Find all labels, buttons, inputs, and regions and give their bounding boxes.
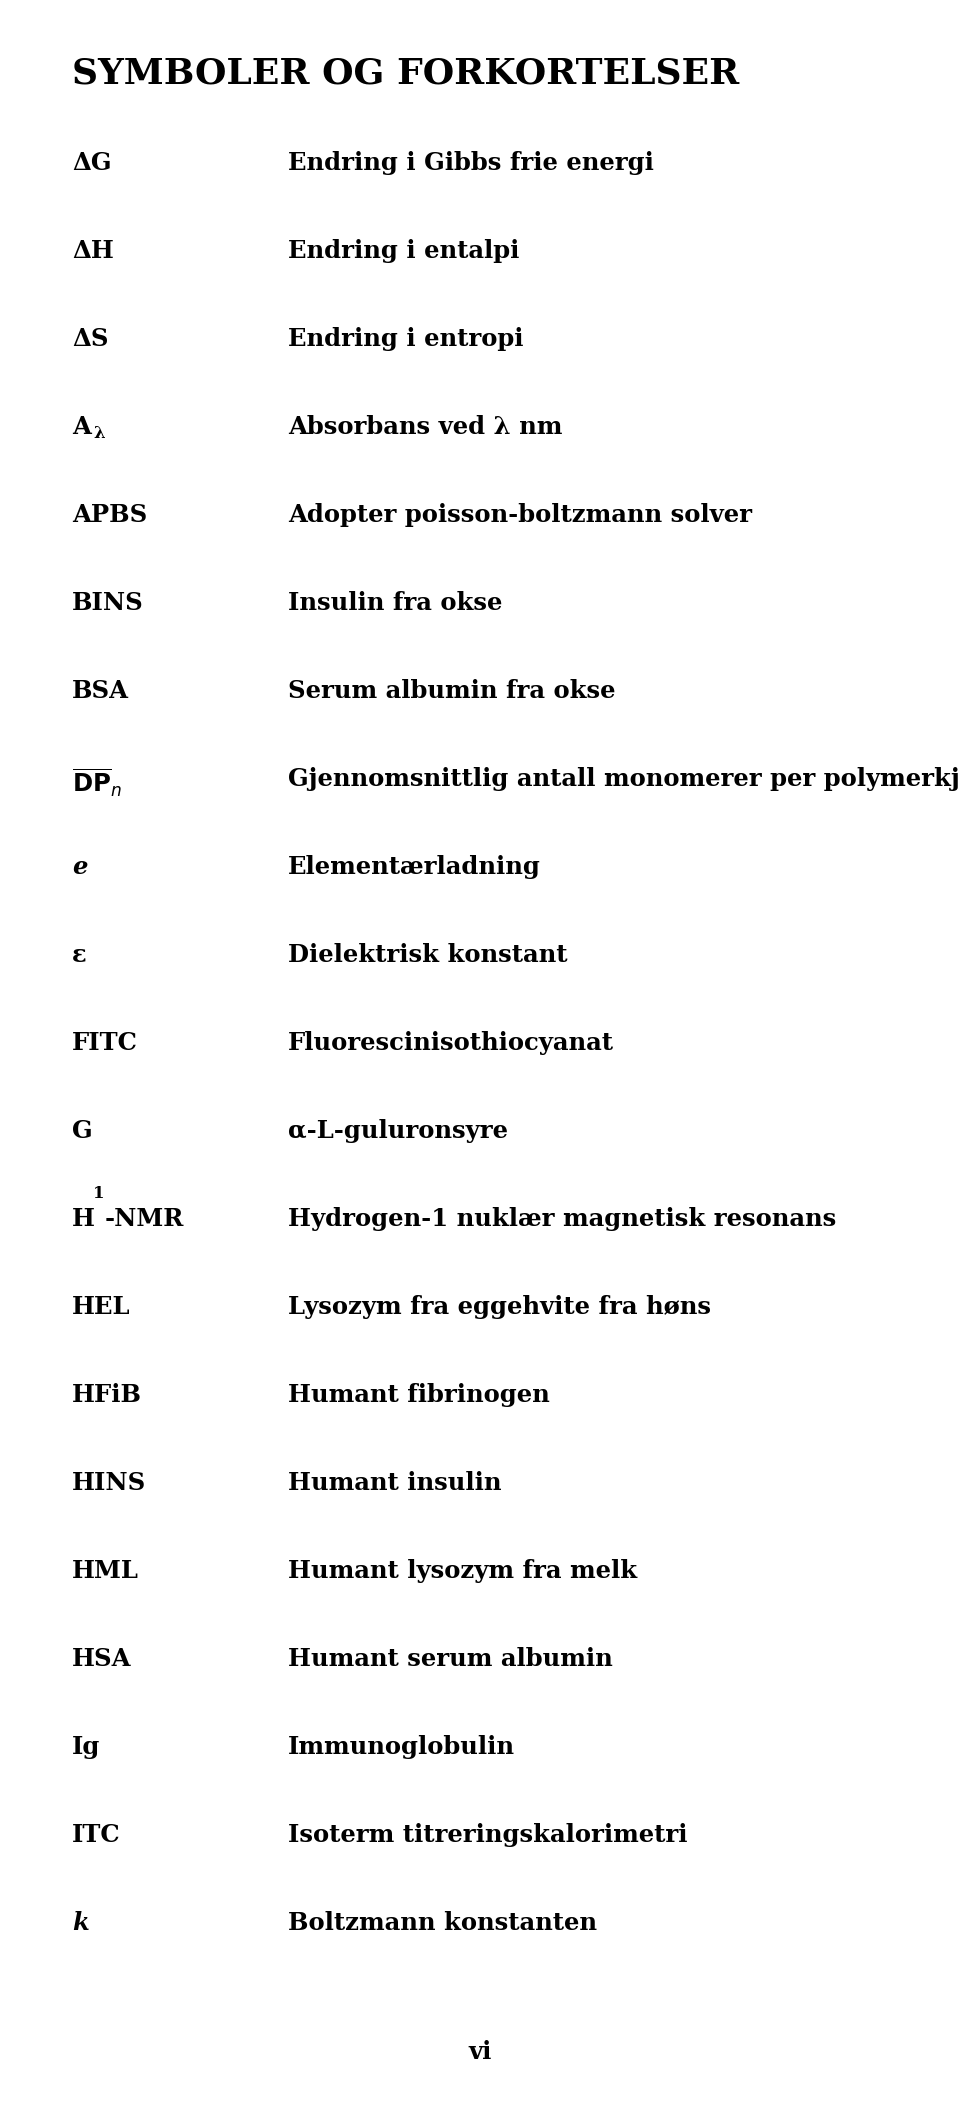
Text: Boltzmann konstanten: Boltzmann konstanten xyxy=(288,1910,597,1935)
Text: FITC: FITC xyxy=(72,1032,138,1055)
Text: BINS: BINS xyxy=(72,592,144,615)
Text: ε: ε xyxy=(72,943,86,967)
Text: $\mathbf{\overline{DP}_{\mathit{n}}}$: $\mathbf{\overline{DP}_{\mathit{n}}}$ xyxy=(72,767,122,798)
Text: ITC: ITC xyxy=(72,1824,121,1847)
Text: Humant fibrinogen: Humant fibrinogen xyxy=(288,1384,550,1407)
Text: k: k xyxy=(72,1910,88,1935)
Text: Endring i Gibbs frie energi: Endring i Gibbs frie energi xyxy=(288,152,654,175)
Text: ΔS: ΔS xyxy=(72,326,108,352)
Text: HML: HML xyxy=(72,1558,139,1584)
Text: HINS: HINS xyxy=(72,1470,146,1495)
Text: Dielektrisk konstant: Dielektrisk konstant xyxy=(288,943,567,967)
Text: Adopter poisson-boltzmann solver: Adopter poisson-boltzmann solver xyxy=(288,503,752,526)
Text: Fluorescinisothiocyanat: Fluorescinisothiocyanat xyxy=(288,1032,614,1055)
Text: Humant lysozym fra melk: Humant lysozym fra melk xyxy=(288,1558,637,1584)
Text: Gjennomsnittlig antall monomerer per polymerkjede: Gjennomsnittlig antall monomerer per pol… xyxy=(288,767,960,792)
Text: e: e xyxy=(72,855,87,878)
Text: Serum albumin fra okse: Serum albumin fra okse xyxy=(288,678,615,703)
Text: Isoterm titreringskalorimetri: Isoterm titreringskalorimetri xyxy=(288,1824,687,1847)
Text: Hydrogen-1 nuklær magnetisk resonans: Hydrogen-1 nuklær magnetisk resonans xyxy=(288,1207,836,1232)
Text: Endring i entropi: Endring i entropi xyxy=(288,326,523,352)
Text: Elementærladning: Elementærladning xyxy=(288,855,540,878)
Text: ΔG: ΔG xyxy=(72,152,111,175)
Text: HFiB: HFiB xyxy=(72,1384,142,1407)
Text: Insulin fra okse: Insulin fra okse xyxy=(288,592,502,615)
Text: HEL: HEL xyxy=(72,1295,131,1318)
Text: α-L-guluronsyre: α-L-guluronsyre xyxy=(288,1118,508,1144)
Text: APBS: APBS xyxy=(72,503,147,526)
Text: Ig: Ig xyxy=(72,1735,101,1759)
Text: 1: 1 xyxy=(93,1186,105,1203)
Text: vi: vi xyxy=(468,2041,492,2064)
Text: BSA: BSA xyxy=(72,678,129,703)
Text: A: A xyxy=(72,415,91,438)
Text: G: G xyxy=(72,1118,92,1144)
Text: Absorbans ved λ nm: Absorbans ved λ nm xyxy=(288,415,563,438)
Text: Immunoglobulin: Immunoglobulin xyxy=(288,1735,515,1759)
Text: λ: λ xyxy=(93,425,105,442)
Text: Humant serum albumin: Humant serum albumin xyxy=(288,1647,612,1670)
Text: Endring i entalpi: Endring i entalpi xyxy=(288,238,519,263)
Text: -NMR: -NMR xyxy=(105,1207,184,1232)
Text: Lysozym fra eggehvite fra høns: Lysozym fra eggehvite fra høns xyxy=(288,1295,711,1318)
Text: HSA: HSA xyxy=(72,1647,132,1670)
Text: SYMBOLER OG FORKORTELSER: SYMBOLER OG FORKORTELSER xyxy=(72,57,739,91)
Text: H: H xyxy=(72,1207,95,1232)
Text: ΔH: ΔH xyxy=(72,238,114,263)
Text: Humant insulin: Humant insulin xyxy=(288,1470,501,1495)
